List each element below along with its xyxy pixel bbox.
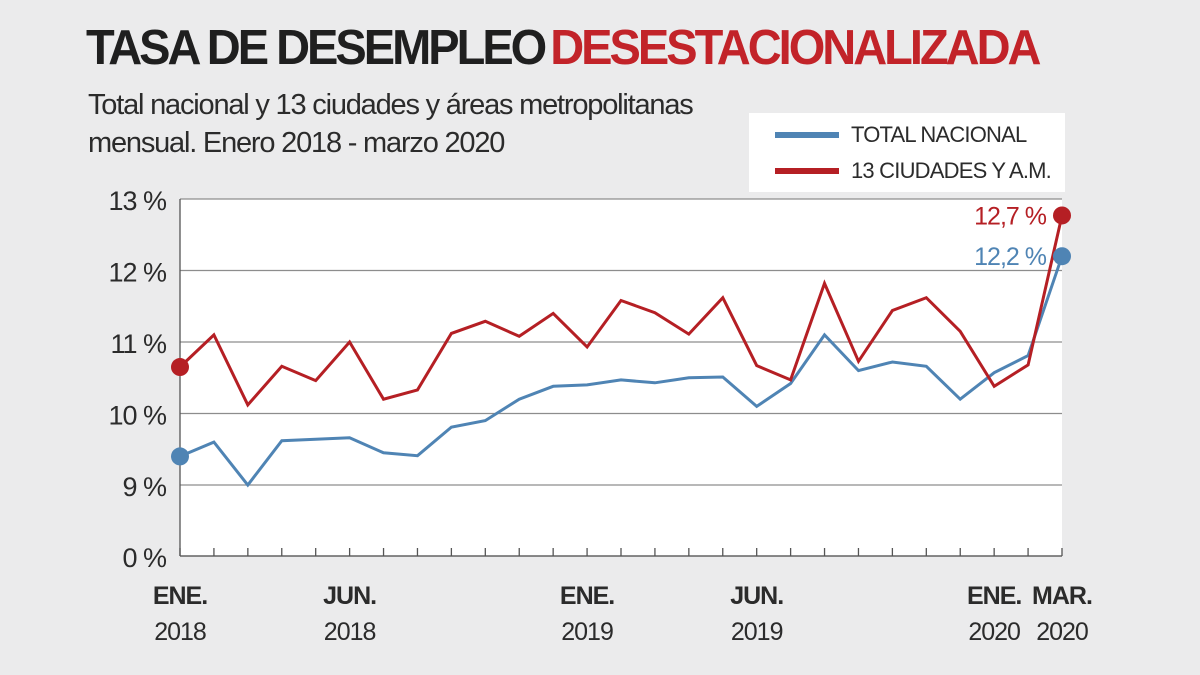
legend-label-13-ciudades: 13 CIUDADES Y A.M. — [851, 158, 1052, 183]
x-tick-label-month: JUN. — [730, 582, 783, 610]
y-tick-label: 11 % — [110, 329, 167, 359]
legend-label-total-nacional: TOTAL NACIONAL — [851, 122, 1027, 147]
x-tick-label-month: ENE. — [560, 582, 614, 610]
subtitle-line1: Total nacional y 13 ciudades y áreas met… — [88, 89, 694, 121]
x-tick-label-year: 2018 — [324, 618, 376, 646]
legend-swatch-total-nacional — [775, 132, 839, 138]
x-tick-label-month: JUN. — [323, 582, 376, 610]
y-tick-label: 12 % — [108, 258, 167, 288]
x-tick-label-year: 2019 — [731, 618, 783, 646]
x-tick-label-year: 2020 — [968, 618, 1020, 646]
legend: TOTAL NACIONAL 13 CIUDADES Y A.M. — [749, 113, 1065, 192]
chart-subtitle: Total nacional y 13 ciudades y áreas met… — [88, 86, 694, 162]
end-label-13-ciudades: 12,7 % — [974, 202, 1047, 230]
legend-item-13-ciudades: 13 CIUDADES Y A.M. — [775, 156, 1052, 186]
chart-title-part2: DESESTACIONALIZADA — [550, 18, 1041, 75]
plot-area — [180, 199, 1062, 556]
x-tick-label-month: ENE. — [967, 582, 1021, 610]
chart-title-part1: TASA DE DESEMPLEO — [86, 18, 547, 75]
end-point-13-ciudades — [1053, 206, 1071, 225]
x-tick-label-year: 2019 — [561, 618, 613, 646]
subtitle-line2: mensual. Enero 2018 - marzo 2020 — [88, 127, 505, 159]
y-tick-label: 0 % — [122, 543, 167, 573]
start-point-total-nacional — [171, 447, 189, 466]
y-tick-label: 9 % — [122, 472, 167, 502]
start-point-13-ciudades — [171, 358, 189, 377]
y-tick-label: 13 % — [108, 186, 167, 216]
chart-title: TASA DE DESEMPLEO DESESTACIONALIZADA — [86, 22, 1041, 71]
y-tick-label: 10 % — [108, 401, 167, 431]
x-tick-label-month: MAR. — [1032, 582, 1092, 610]
end-point-total-nacional — [1053, 247, 1071, 266]
legend-swatch-13-ciudades — [775, 168, 839, 174]
series-line-total-nacional — [179, 255, 1064, 488]
x-tick-label-year: 2018 — [154, 618, 206, 646]
x-tick-label-year: 2020 — [1036, 618, 1088, 646]
legend-item-total-nacional: TOTAL NACIONAL — [775, 120, 1027, 150]
end-label-total-nacional: 12,2 % — [974, 243, 1047, 271]
x-tick-label-month: ENE. — [153, 582, 207, 610]
series-line-13-ciudades — [178, 215, 1064, 408]
